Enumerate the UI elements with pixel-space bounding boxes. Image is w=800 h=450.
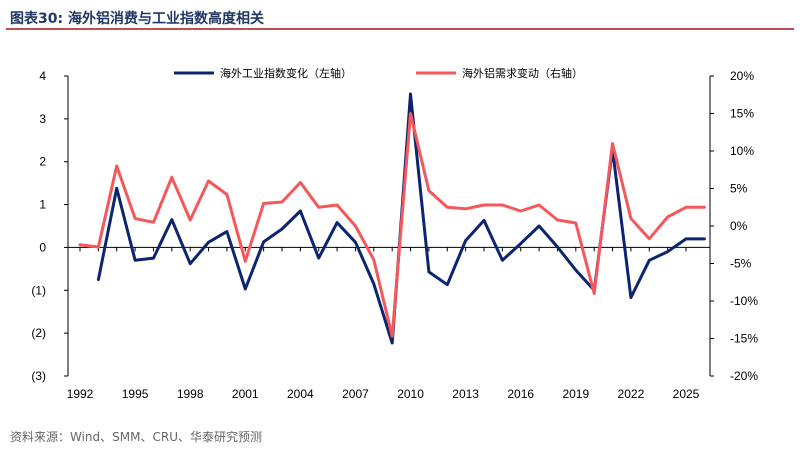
left-tick-label: 4 [39,69,46,83]
x-tick-label: 2010 [397,387,424,401]
left-tick-label: (2) [31,326,46,340]
aluminum-demand-line [78,112,706,338]
source-note: 资料来源：Wind、SMM、CRU、华泰研究预测 [10,430,262,444]
x-tick-label: 2025 [673,387,700,401]
right-tick-label: 20% [730,69,754,83]
x-tick-label: 2001 [232,387,259,401]
x-tick-label: 2007 [342,387,369,401]
x-tick-label: 1995 [122,387,149,401]
right-tick-label: -10% [730,294,758,308]
left-tick-label: 2 [39,155,46,169]
right-tick-label: -20% [730,369,758,383]
x-tick-label: 2022 [618,387,645,401]
left-tick-label: (1) [31,283,46,297]
x-tick-label: 2013 [452,387,479,401]
left-tick-label: 1 [39,198,46,212]
legend-label-demand: 海外铝需求变动（右轴） [462,66,583,80]
left-y-axis: 4 3 2 1 0 (1) (2) (3) [31,69,69,383]
left-tick-label: (3) [31,369,46,383]
right-tick-label: 15% [730,107,754,121]
legend-label-industrial: 海外工业指数变化（左轴） [220,66,352,80]
x-tick-label: 1998 [177,387,204,401]
right-tick-label: 5% [730,182,748,196]
x-tick-label: 2016 [507,387,534,401]
right-y-axis: 20% 15% 10% 5% 0% -5% -10% -15% -20% [709,69,758,383]
x-axis: 1992 1995 1998 2001 2004 2007 2010 2013 2016 2019… [67,246,710,401]
x-tick-label: 2004 [287,387,314,401]
right-tick-label: 10% [730,144,754,158]
left-tick-label: 3 [39,112,46,126]
right-tick-label: 0% [730,219,748,233]
x-tick-label: 2019 [562,387,589,401]
right-tick-label: -15% [730,332,758,346]
legend: 海外工业指数变化（左轴） 海外铝需求变动（右轴） [174,66,583,80]
x-tick-label: 1992 [67,387,94,401]
series-layer [78,92,706,345]
chart-title: 图表30: 海外铝消费与工业指数高度相关 [10,11,264,27]
left-tick-label: 0 [39,240,46,254]
title-bar: 图表30: 海外铝消费与工业指数高度相关 [6,4,794,30]
right-tick-label: -5% [730,257,752,271]
